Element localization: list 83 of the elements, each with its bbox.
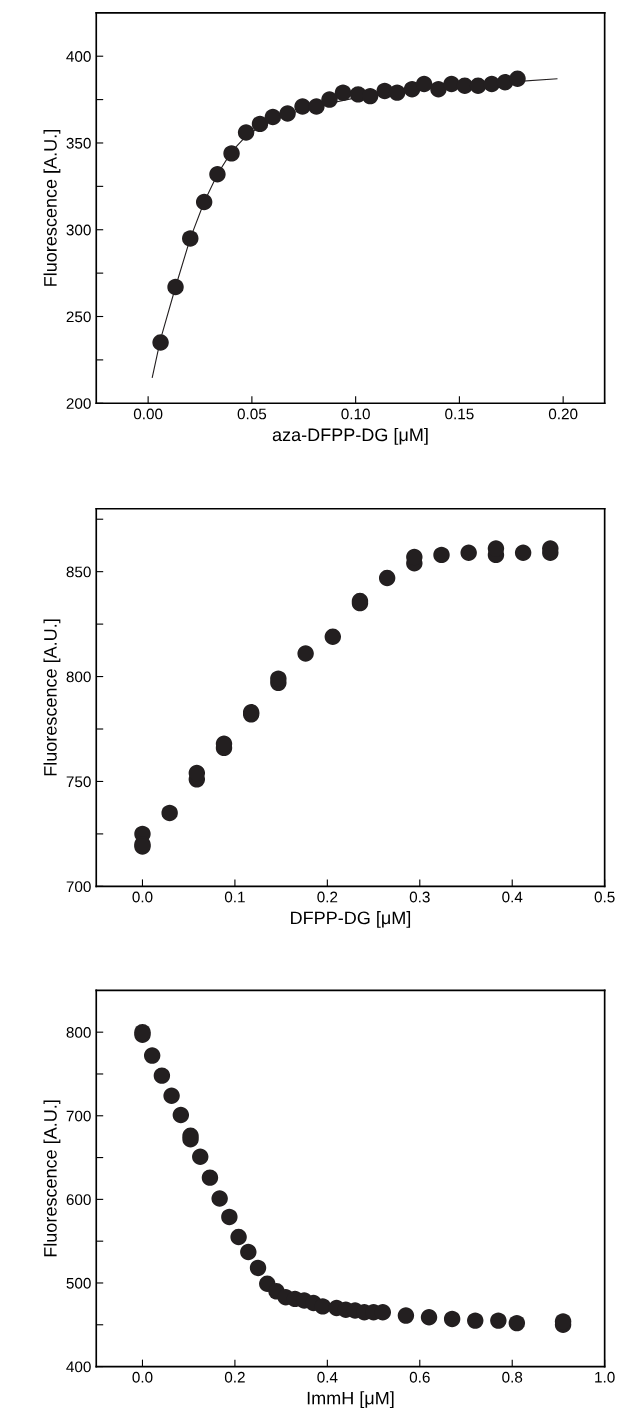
x-axis-title: DFPP-DG [μM] [291, 911, 411, 928]
point [251, 115, 269, 133]
point [509, 70, 526, 87]
y-tick-label: 350 [66, 137, 91, 149]
point [201, 1169, 219, 1186]
x-tick-label: 0.1 [224, 891, 245, 903]
point [297, 645, 314, 662]
point [334, 84, 352, 101]
x-tick-label: 0.10 [341, 408, 370, 420]
point [211, 1190, 228, 1207]
y-axis-title: Fluorescence [A.U.] [43, 1100, 61, 1257]
point [308, 98, 325, 115]
point [153, 1067, 171, 1084]
x-tick-label: 0.2 [224, 1371, 245, 1383]
point [163, 1087, 180, 1104]
point [240, 1243, 257, 1261]
point [223, 145, 240, 162]
y-tick-label: 750 [66, 776, 91, 788]
point [361, 87, 379, 105]
point [192, 1148, 209, 1165]
point [249, 1259, 267, 1277]
x-tick-label: 0.15 [445, 408, 474, 420]
point [195, 193, 213, 211]
point [314, 1298, 331, 1315]
y-axis-title: Fluorescence [A.U.] [43, 619, 61, 776]
point [172, 1106, 190, 1124]
x-tick-label: 0.5 [594, 891, 615, 903]
point [443, 75, 460, 93]
x-tick-label: 0.3 [409, 891, 430, 903]
point [433, 546, 450, 564]
point [460, 544, 477, 561]
point [264, 108, 282, 126]
point [415, 75, 433, 93]
point [279, 105, 296, 122]
y-tick-label: 800 [66, 671, 91, 683]
point [294, 98, 311, 115]
y-tick-label: 200 [66, 398, 91, 409]
y-tick-label: 600 [66, 1194, 91, 1206]
point [420, 1309, 438, 1326]
point [508, 1314, 526, 1332]
y-tick-label: 800 [66, 1027, 91, 1038]
x-tick-label: 1.0 [595, 1371, 615, 1383]
point [209, 165, 226, 183]
x-tick-label: 0.4 [317, 1371, 338, 1383]
point [167, 278, 184, 296]
point [230, 1228, 247, 1246]
y-tick-label: 400 [66, 51, 91, 62]
x-tick-label: 0.20 [548, 408, 578, 420]
y-tick-label: 500 [66, 1277, 91, 1289]
point [467, 1312, 484, 1329]
x-tick-label: 0.2 [317, 891, 338, 903]
point [321, 91, 338, 108]
point [397, 1307, 415, 1324]
x-tick-label: 0.0 [132, 891, 153, 903]
x-tick-label: 0.8 [502, 1371, 523, 1383]
point [324, 628, 342, 645]
point [237, 124, 255, 141]
x-tick-label: 0.4 [502, 891, 523, 903]
point [182, 230, 199, 247]
point [143, 1047, 161, 1064]
point [490, 1312, 507, 1329]
x-axis-title: aza-DFPP-DG [μM] [272, 427, 428, 445]
point [152, 334, 169, 351]
x-axis-title: ImmH [μM] [307, 1391, 394, 1409]
point [443, 1310, 461, 1328]
y-tick-label: 400 [66, 1361, 91, 1373]
x-tick-label: 0.0 [132, 1371, 153, 1383]
y-tick-label: 700 [66, 881, 91, 893]
point [378, 569, 396, 587]
x-tick-label: 0.6 [409, 1371, 430, 1383]
point [430, 80, 447, 98]
point [221, 1208, 238, 1226]
y-tick-label: 250 [66, 311, 91, 323]
y-axis-title: Fluorescence [A.U.] [43, 130, 61, 286]
x-tick-label: 0.05 [237, 408, 267, 420]
y-tick-label: 300 [66, 224, 91, 236]
point [514, 544, 532, 561]
y-tick-label: 700 [66, 1110, 91, 1122]
y-tick-label: 850 [66, 566, 91, 578]
point [469, 77, 487, 94]
point [161, 804, 178, 822]
x-tick-label: 0.00 [133, 408, 163, 420]
point [388, 84, 406, 101]
